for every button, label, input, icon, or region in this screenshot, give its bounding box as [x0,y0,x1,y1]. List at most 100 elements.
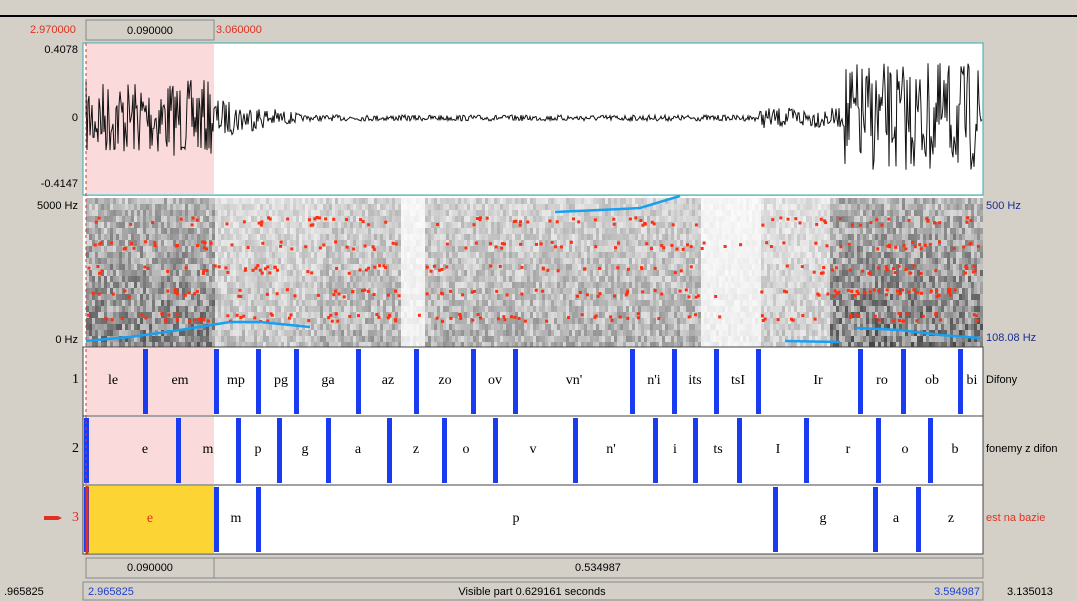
spec-cell [614,318,617,324]
spec-cell [668,210,671,216]
spec-cell [443,306,446,312]
spec-cell [452,258,455,264]
spec-cell [176,198,179,204]
spec-cell [485,270,488,276]
spec-cell [356,198,359,204]
spec-cell [284,264,287,270]
spec-cell [236,234,239,240]
spec-cell [230,282,233,288]
spec-cell [149,228,152,234]
spec-cell [593,276,596,282]
spec-cell [479,276,482,282]
spec-cell [527,228,530,234]
spec-cell [98,300,101,306]
spec-cell [107,264,110,270]
spec-cell [125,216,128,222]
spec-cell [455,252,458,258]
spec-cell [443,258,446,264]
spec-cell [599,270,602,276]
spec-cell [647,300,650,306]
spec-cell [611,240,614,246]
spec-cell [392,282,395,288]
spec-cell [164,252,167,258]
spec-cell [119,330,122,336]
spec-cell [587,264,590,270]
spec-cell [320,324,323,330]
spec-cell [158,288,161,294]
spec-cell [590,276,593,282]
spec-cell [644,264,647,270]
spec-cell [236,228,239,234]
spec-cell [116,282,119,288]
spec-cell [164,300,167,306]
spec-cell [494,276,497,282]
spec-cell [455,288,458,294]
spec-cell [521,234,524,240]
spec-cell [416,210,419,216]
spec-cell [521,258,524,264]
spec-cell [356,258,359,264]
spec-cell [290,264,293,270]
spec-cell [161,318,164,324]
spec-cell [560,318,563,324]
spec-cell [137,294,140,300]
spec-cell [245,288,248,294]
spec-cell [527,330,530,336]
spec-cell [224,228,227,234]
spec-cell [200,246,203,252]
spec-cell [620,240,623,246]
spec-cell [122,216,125,222]
spec-cell [623,312,626,318]
spec-cell [425,270,428,276]
spec-cell [188,246,191,252]
spec-cell [215,222,218,228]
spec-cell [509,240,512,246]
spec-cell [296,288,299,294]
spec-cell [440,216,443,222]
spec-cell [158,246,161,252]
spec-cell [404,246,407,252]
spec-cell [656,258,659,264]
spec-cell [572,264,575,270]
spec-cell [272,282,275,288]
spec-cell [452,270,455,276]
spec-cell [269,294,272,300]
spec-cell [377,198,380,204]
spec-cell [326,276,329,282]
spec-cell [512,246,515,252]
spec-cell [563,222,566,228]
spec-cell [299,234,302,240]
spec-cell [266,234,269,240]
spec-cell [170,300,173,306]
spec-cell [602,294,605,300]
spec-cell [443,324,446,330]
spec-cell [233,198,236,204]
spec-cell [653,312,656,318]
spec-cell [107,240,110,246]
spec-cell [149,276,152,282]
spec-cell [215,204,218,210]
spec-cell [341,240,344,246]
spec-cell [209,306,212,312]
spec-cell [296,330,299,336]
spec-cell [644,318,647,324]
spec-cell [503,228,506,234]
spec-cell [173,306,176,312]
spec-cell [674,324,677,330]
spec-cell [227,330,230,336]
spec-cell [107,270,110,276]
spec-cell [329,264,332,270]
spec-cell [254,336,257,342]
spec-cell [368,252,371,258]
spec-cell [179,264,182,270]
spec-cell [347,258,350,264]
spec-cell [167,198,170,204]
spec-cell [368,282,371,288]
spec-cell [284,312,287,318]
spec-cell [515,318,518,324]
spec-cell [680,282,683,288]
spec-cell [209,264,212,270]
spec-cell [188,222,191,228]
spec-cell [653,228,656,234]
spec-cell [419,216,422,222]
